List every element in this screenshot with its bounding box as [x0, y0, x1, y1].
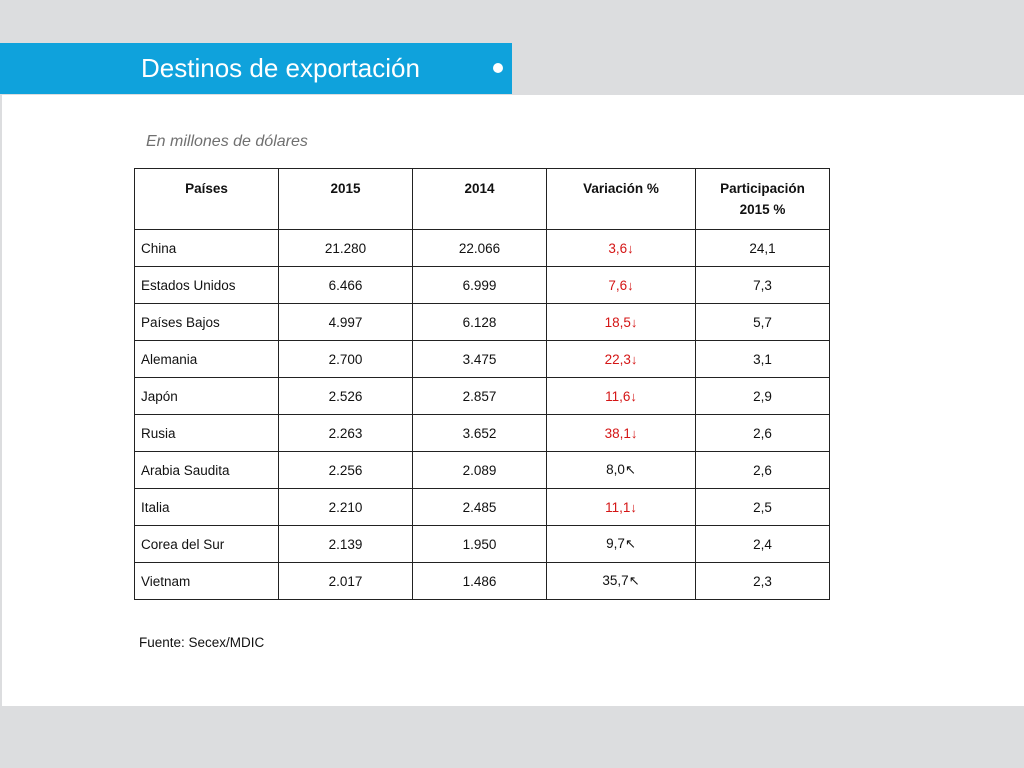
value-2015-cell: 2.256 [278, 451, 413, 489]
table-header-row: Países 2015 2014 Variación % Participaci… [134, 168, 830, 230]
table-row: Países Bajos 4.997 6.128 18,5↓ 5,7 [134, 303, 830, 341]
arrow-down-icon: ↓ [630, 351, 638, 367]
arrow-up-left-icon: ↖ [624, 462, 636, 477]
variation-cell: 35,7↖ [546, 562, 696, 600]
table-row: Rusia 2.263 3.652 38,1↓ 2,6 [134, 414, 830, 452]
slide-title: Destinos de exportación [141, 53, 420, 83]
value-2014-cell: 1.950 [412, 525, 547, 563]
arrow-up-left-icon: ↖ [624, 536, 636, 551]
header-share-label: Participación 2015 % [720, 181, 805, 217]
share-cell: 3,1 [695, 340, 830, 378]
arrow-down-icon: ↓ [627, 277, 634, 293]
country-cell: Países Bajos [134, 303, 279, 341]
value-2014-cell: 6.999 [412, 266, 547, 304]
variation-cell: 18,5↓ [546, 303, 696, 341]
variation-cell: 11,6↓ [546, 377, 696, 415]
bullet-dot-icon [493, 63, 503, 73]
header-share: Participación 2015 % [695, 168, 830, 230]
arrow-up-left-icon: ↖ [628, 573, 640, 588]
variation-cell: 22,3↓ [546, 340, 696, 378]
variation-value: 11,6 [605, 388, 631, 404]
arrow-down-icon: ↓ [630, 388, 637, 404]
variation-value: 38,1 [604, 425, 631, 441]
share-cell: 2,6 [695, 414, 830, 452]
title-bar: Destinos de exportación [0, 43, 512, 94]
value-2015-cell: 6.466 [278, 266, 413, 304]
header-2014: 2014 [412, 168, 547, 230]
value-2014-cell: 22.066 [412, 229, 547, 267]
share-cell: 2,3 [695, 562, 830, 600]
value-2014-cell: 1.486 [412, 562, 547, 600]
export-destinations-table: Países 2015 2014 Variación % Participaci… [134, 168, 830, 600]
value-2014-cell: 3.652 [412, 414, 547, 452]
country-cell: Alemania [134, 340, 279, 378]
country-cell: Estados Unidos [134, 266, 279, 304]
share-cell: 2,6 [695, 451, 830, 489]
value-2014-cell: 3.475 [412, 340, 547, 378]
variation-value: 8,0 [606, 462, 625, 477]
arrow-down-icon: ↓ [630, 425, 638, 441]
table-row: China 21.280 22.066 3,6↓ 24,1 [134, 229, 830, 267]
source-note: Fuente: Secex/MDIC [139, 635, 265, 650]
value-2014-cell: 2.485 [412, 488, 547, 526]
variation-value: 7,6 [608, 277, 628, 293]
variation-cell: 7,6↓ [546, 266, 696, 304]
value-2015-cell: 2.263 [278, 414, 413, 452]
variation-cell: 9,7↖ [546, 525, 696, 563]
variation-value: 11,1 [605, 499, 631, 515]
table-row: Estados Unidos 6.466 6.999 7,6↓ 7,3 [134, 266, 830, 304]
table-row: Italia 2.210 2.485 11,1↓ 2,5 [134, 488, 830, 526]
value-2014-cell: 2.089 [412, 451, 547, 489]
country-cell: Rusia [134, 414, 279, 452]
slide-subtitle: En millones de dólares [146, 133, 308, 150]
country-cell: Japón [134, 377, 279, 415]
value-2015-cell: 2.139 [278, 525, 413, 563]
table-row: Corea del Sur 2.139 1.950 9,7↖ 2,4 [134, 525, 830, 563]
value-2015-cell: 2.700 [278, 340, 413, 378]
arrow-down-icon: ↓ [630, 499, 637, 515]
variation-value: 18,5 [604, 314, 631, 330]
variation-cell: 8,0↖ [546, 451, 696, 489]
value-2015-cell: 2.526 [278, 377, 413, 415]
table-row: Alemania 2.700 3.475 22,3↓ 3,1 [134, 340, 830, 378]
header-variation: Variación % [546, 168, 696, 230]
country-cell: Italia [134, 488, 279, 526]
share-cell: 24,1 [695, 229, 830, 267]
value-2014-cell: 6.128 [412, 303, 547, 341]
share-cell: 7,3 [695, 266, 830, 304]
table-row: Japón 2.526 2.857 11,6↓ 2,9 [134, 377, 830, 415]
share-cell: 2,9 [695, 377, 830, 415]
table-row: Vietnam 2.017 1.486 35,7↖ 2,3 [134, 562, 830, 600]
country-cell: China [134, 229, 279, 267]
country-cell: Arabia Saudita [134, 451, 279, 489]
country-cell: Corea del Sur [134, 525, 279, 563]
value-2015-cell: 21.280 [278, 229, 413, 267]
variation-cell: 11,1↓ [546, 488, 696, 526]
value-2015-cell: 2.210 [278, 488, 413, 526]
header-2015: 2015 [278, 168, 413, 230]
variation-cell: 38,1↓ [546, 414, 696, 452]
share-cell: 5,7 [695, 303, 830, 341]
arrow-down-icon: ↓ [630, 314, 638, 330]
value-2014-cell: 2.857 [412, 377, 547, 415]
value-2015-cell: 4.997 [278, 303, 413, 341]
table-row: Arabia Saudita 2.256 2.089 8,0↖ 2,6 [134, 451, 830, 489]
variation-value: 3,6 [608, 240, 628, 256]
country-cell: Vietnam [134, 562, 279, 600]
share-cell: 2,5 [695, 488, 830, 526]
variation-value: 22,3 [604, 351, 631, 367]
variation-value: 9,7 [606, 536, 625, 551]
header-countries: Países [134, 168, 279, 230]
variation-value: 35,7 [602, 573, 629, 588]
arrow-down-icon: ↓ [627, 240, 634, 256]
variation-cell: 3,6↓ [546, 229, 696, 267]
value-2015-cell: 2.017 [278, 562, 413, 600]
table-body: China 21.280 22.066 3,6↓ 24,1 Estados Unidos 6… [134, 229, 830, 600]
share-cell: 2,4 [695, 525, 830, 563]
